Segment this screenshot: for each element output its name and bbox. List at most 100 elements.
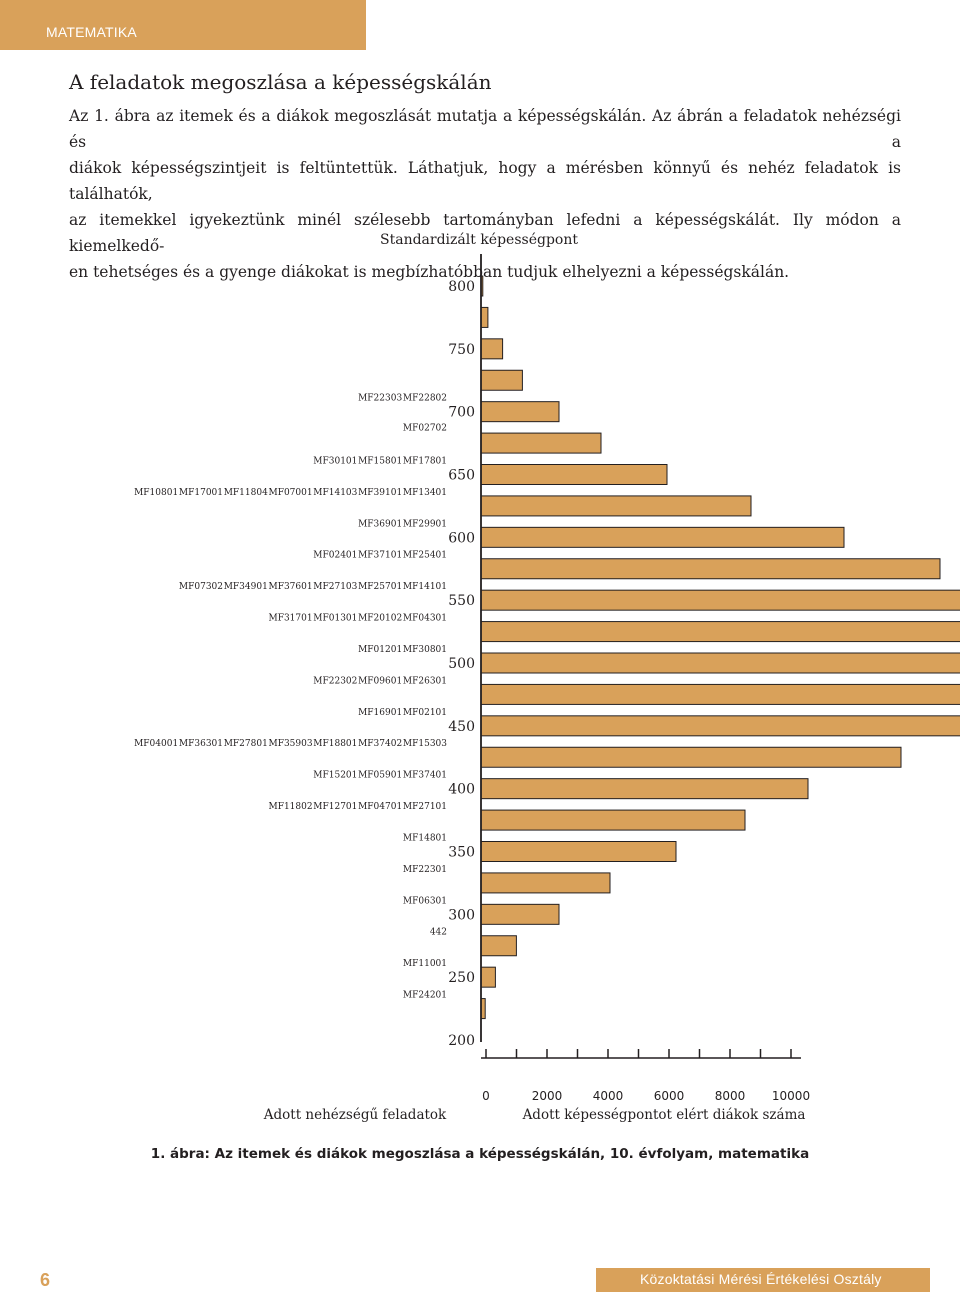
item-label: MF15201 (313, 771, 357, 781)
student-count-bar (480, 715, 960, 737)
y-tick-label: 200 (448, 1033, 475, 1049)
item-label: MF02702 (403, 424, 447, 434)
x-tick-label: 8000 (715, 1089, 746, 1103)
item-label: MF36901 (358, 519, 402, 529)
item-label: MF18801 (313, 739, 357, 749)
intro-paragraph: Az 1. ábra az itemek és a diákok megoszl… (69, 103, 901, 285)
student-count-bar (480, 809, 746, 831)
item-label: MF30801 (403, 645, 447, 655)
student-count-bar (480, 652, 960, 674)
item-label: MF14103 (313, 488, 357, 498)
student-count-bar (480, 935, 517, 957)
y-tick-label: 350 (448, 845, 475, 861)
chart-title: Standardizált képességpont (380, 232, 578, 248)
item-label: MF02401 (313, 551, 357, 561)
item-label: MF30101 (313, 456, 357, 466)
student-count-bar (480, 495, 752, 517)
item-label: MF04701 (358, 802, 402, 812)
item-label: MF37402 (358, 739, 402, 749)
student-count-bar (480, 401, 560, 423)
item-label: MF15801 (358, 456, 402, 466)
header-band (0, 0, 366, 50)
section-title: A feladatok megoszlása a képességskálán (69, 70, 492, 94)
student-count-bar (480, 778, 809, 800)
item-label: MF12701 (313, 802, 357, 812)
y-tick-label: 450 (448, 719, 475, 735)
item-label: MF37401 (403, 771, 447, 781)
student-count-bar (480, 432, 602, 454)
student-count-bar (480, 872, 611, 894)
y-axis-ticks-group: 800 750 700 650 600 550 500 450 400 350 300 250 200 (448, 279, 475, 1049)
item-label: MF20102 (358, 614, 402, 624)
student-count-bar (480, 683, 960, 705)
ability-distribution-chart: Standardizált képességpont MF22303 MF2280… (134, 232, 960, 1123)
y-tick-label: 600 (448, 530, 475, 546)
item-label: MF09601 (358, 676, 402, 686)
y-tick-label: 250 (448, 970, 475, 986)
item-label: MF22802 (403, 394, 447, 404)
item-label: MF10801 (134, 488, 178, 498)
item-label: MF16901 (358, 708, 402, 718)
item-label: MF11802 (269, 802, 313, 812)
item-label: MF11804 (224, 488, 268, 498)
item-label: MF01301 (313, 614, 357, 624)
item-label: MF04001 (134, 739, 178, 749)
item-label: MF14801 (403, 833, 447, 843)
item-label: MF15303 (403, 739, 447, 749)
student-count-bar (480, 338, 504, 360)
student-count-bar (480, 526, 845, 548)
item-label: MF17801 (403, 456, 447, 466)
item-label: MF25401 (403, 551, 447, 561)
y-tick-label: 400 (448, 782, 475, 798)
student-count-bar (480, 558, 941, 580)
y-tick-label: 800 (448, 279, 475, 295)
item-label: MF37601 (269, 582, 313, 592)
item-label: MF26301 (403, 676, 447, 686)
item-label: MF24201 (403, 991, 447, 1001)
item-label: MF29901 (403, 519, 447, 529)
paragraph-line: en tehetséges és a gyenge diákokat is me… (69, 263, 790, 281)
item-label: MF35903 (269, 739, 313, 749)
student-count-bar (480, 746, 902, 768)
item-label: MF13401 (403, 488, 447, 498)
x-tick-label: 6000 (654, 1089, 685, 1103)
item-label: MF01201 (358, 645, 402, 655)
paragraph-line: Az 1. ábra az itemek és a diákok megoszl… (69, 107, 901, 151)
y-tick-label: 750 (448, 342, 475, 358)
student-count-bar (480, 903, 560, 925)
item-labels-group: MF22303 MF22802 MF02702 MF30101 MF15801 MF178… (134, 394, 447, 1001)
x-tick-label: 10000 (772, 1089, 810, 1103)
item-label: MF27801 (224, 739, 268, 749)
item-label: MF27101 (403, 802, 447, 812)
item-label: MF07302 (179, 582, 223, 592)
item-label: MF22303 (358, 394, 402, 404)
item-label: MF37101 (358, 551, 402, 561)
page-number: 6 (40, 1270, 51, 1290)
y-tick-label: 700 (448, 405, 475, 421)
item-label: MF39101 (358, 488, 402, 498)
x-axis-ticks-group: 0 2000 4000 6000 8000 10000 (482, 1049, 810, 1103)
item-label: MF11001 (403, 959, 447, 969)
left-axis-label: Adott nehézségű feladatok (263, 1107, 447, 1123)
student-count-bar (480, 464, 668, 485)
right-axis-label: Adott képességpontot elért diákok száma (522, 1107, 806, 1123)
item-label: MF36301 (179, 739, 223, 749)
item-label: MF02101 (403, 708, 447, 718)
paragraph-line: diákok képességszintjeit is feltüntettük… (69, 159, 901, 203)
student-count-bar (480, 966, 496, 988)
item-label: MF27103 (313, 582, 357, 592)
student-count-bar (480, 621, 960, 643)
item-label: MF05901 (358, 771, 402, 781)
item-label: MF34901 (224, 582, 268, 592)
item-label: MF22301 (403, 865, 447, 875)
header-section-label: MATEMATIKA (46, 24, 137, 40)
figure-caption: 1. ábra: Az itemek és diákok megoszlása … (150, 1146, 810, 1162)
item-label: MF06301 (403, 896, 447, 906)
y-tick-label: 650 (448, 468, 475, 484)
item-label: MF14101 (403, 582, 447, 592)
paragraph-line: az itemekkel igyekeztünk minél szélesebb… (69, 211, 901, 255)
item-label: MF25701 (358, 582, 402, 592)
item-label: MF04301 (403, 614, 447, 624)
x-tick-label: 2000 (532, 1089, 563, 1103)
student-bars-group (480, 275, 960, 1020)
